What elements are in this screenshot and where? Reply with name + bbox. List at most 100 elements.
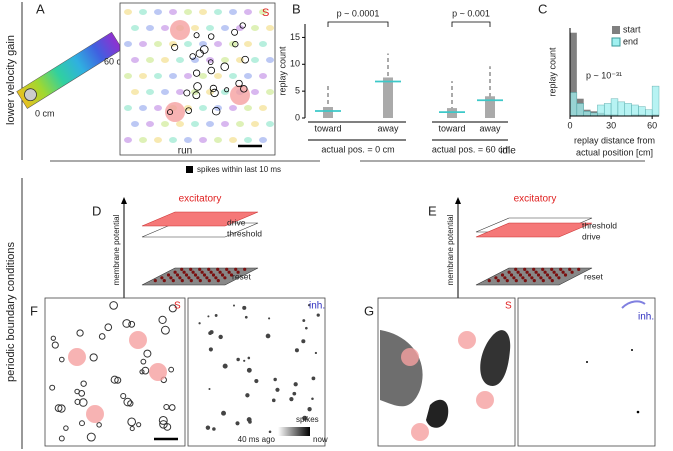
activity-blob: [169, 9, 177, 15]
spike-ring: [98, 333, 106, 340]
activity-blob: [169, 73, 177, 79]
spike-ring: [49, 384, 56, 391]
y-tick-label: 15: [290, 32, 300, 42]
neuron: [532, 267, 536, 271]
spike-ring: [127, 400, 134, 407]
spike-dot: [208, 347, 213, 352]
activity-blob: [191, 121, 199, 127]
spike-ring: [58, 356, 65, 363]
neuron: [153, 279, 157, 283]
histogram-bar: [570, 32, 577, 116]
x-tick-label: 0: [567, 120, 572, 130]
activity-blob: [259, 73, 267, 79]
spike-dot: [294, 348, 299, 353]
spike-dot: [268, 430, 272, 434]
place-field: [68, 348, 86, 366]
spike-dot: [208, 331, 213, 336]
distribution-body: [447, 108, 457, 118]
place-field: [476, 391, 494, 409]
neuron: [162, 279, 166, 283]
activity-blob: [244, 9, 252, 15]
spike-dot: [205, 425, 211, 430]
neuron: [243, 267, 247, 271]
neuron-grid: [153, 267, 247, 283]
spike-dot: [302, 319, 306, 322]
panel-c: start end 0 30 60 replay count replay distance…: [547, 24, 660, 157]
spike-ring: [79, 420, 85, 427]
spike-dot: [289, 397, 294, 402]
activity-blob: [206, 25, 214, 31]
track-end-label: 60 cm: [104, 56, 129, 66]
place-field: [149, 363, 167, 381]
threshold-plane: [141, 222, 259, 238]
activity-blob: [131, 57, 139, 63]
histogram-bar: [617, 101, 626, 117]
side-label: lower velocity gain: [5, 35, 17, 125]
neuron: [229, 273, 234, 277]
spike-dot: [248, 420, 252, 424]
drive-plane: [475, 222, 593, 238]
activity-blob: [229, 137, 237, 143]
activity-panel: [119, 2, 276, 156]
spike-ring: [110, 375, 119, 384]
spike-ring: [158, 415, 168, 425]
activity-blob: [244, 73, 252, 79]
drive-plane: [141, 211, 259, 227]
activity-blob: [199, 9, 207, 15]
spike-dot: [273, 377, 277, 382]
neuron: [550, 267, 554, 271]
histogram-bar: [624, 103, 632, 117]
spike-ring: [168, 404, 176, 411]
spike: [636, 410, 640, 414]
spike-ring: [163, 423, 172, 431]
spike-ring: [136, 422, 142, 428]
y-tick-label: 5: [295, 86, 300, 96]
spike-ring: [141, 366, 150, 375]
activity-blob: [146, 25, 154, 31]
spike-ring: [76, 329, 84, 337]
neuron: [198, 267, 202, 271]
bump: [480, 330, 511, 386]
legend-text: spikes within last 10 ms: [197, 165, 281, 174]
neuron: [505, 279, 509, 283]
activity-blob: [251, 25, 259, 31]
spike-ring: [74, 398, 81, 405]
spike-ring: [168, 304, 177, 313]
activity-blob: [206, 121, 214, 127]
activity-blob: [176, 89, 184, 95]
activity-blob: [139, 137, 147, 143]
spike-dot: [314, 351, 318, 355]
spike-dot: [302, 415, 308, 421]
activity-blob: [266, 121, 274, 127]
spike: [631, 349, 633, 351]
activity-blob: [229, 105, 237, 111]
spike-ring: [79, 398, 88, 407]
neuron: [175, 273, 180, 277]
legend-swatch: [612, 26, 620, 34]
activity-blobs: [124, 9, 274, 143]
spike-ring: [58, 435, 65, 442]
activity-blob: [131, 121, 139, 127]
legend-label: end: [623, 36, 638, 46]
activity-blob: [244, 105, 252, 111]
spike-ring: [51, 341, 59, 349]
neuron: [570, 270, 574, 274]
spike-dot: [305, 326, 308, 330]
spike-ring: [123, 397, 133, 407]
track-start-label: 0 cm: [35, 108, 55, 118]
activity-blob: [161, 121, 169, 127]
spike-ring: [168, 366, 175, 373]
activity-blob: [161, 57, 169, 63]
spike-dot: [221, 410, 226, 416]
neuron: [539, 276, 543, 280]
activity-blob: [124, 73, 132, 79]
spike-dot: [247, 356, 251, 360]
neuron: [227, 270, 231, 274]
spike-dot: [235, 421, 240, 426]
neuron: [509, 273, 514, 277]
neuron: [577, 267, 581, 271]
neuron: [187, 276, 191, 280]
neuron: [184, 273, 189, 277]
legend-text: 40 ms ago: [238, 435, 276, 444]
activity-blob: [236, 25, 244, 31]
